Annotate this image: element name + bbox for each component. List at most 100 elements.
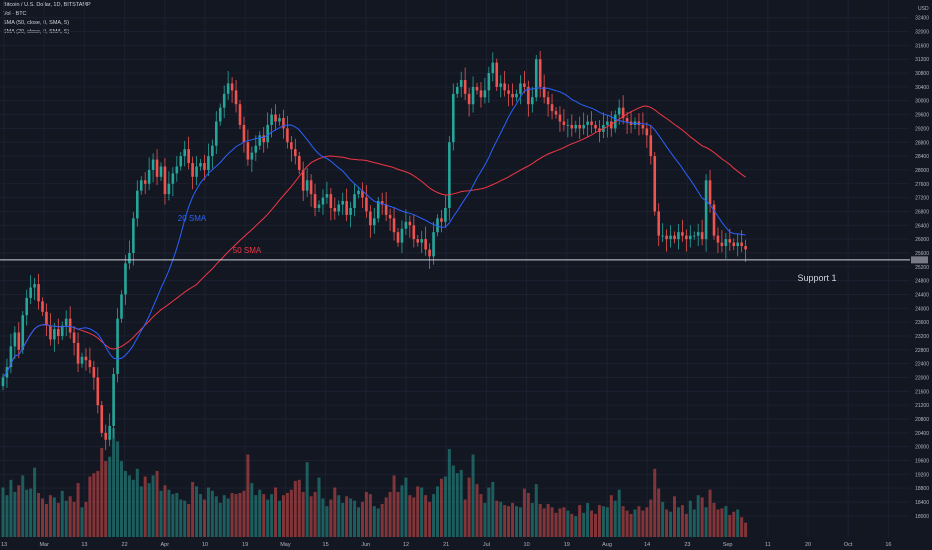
candle-body — [515, 93, 518, 98]
volume-bar — [566, 510, 570, 537]
candle-body — [250, 152, 254, 160]
volume-bar — [88, 476, 92, 537]
volume-bar — [392, 475, 396, 537]
volume-bar — [210, 490, 214, 537]
volume-bar — [692, 509, 696, 537]
candle-body — [357, 190, 360, 195]
volume-legend[interactable]: Vol · BTC — [3, 11, 27, 17]
candle-body — [459, 79, 463, 87]
volume-bar — [100, 447, 104, 537]
volume-bar — [230, 493, 234, 537]
candle-body — [246, 142, 250, 160]
volume-bar — [238, 493, 242, 537]
volume-bar — [744, 522, 748, 537]
volume-bar — [285, 493, 289, 537]
price-tick: 18400 — [915, 500, 929, 506]
volume-bar — [84, 501, 88, 537]
volume-bar — [159, 490, 163, 537]
sma50-annotation: 50 SMA — [233, 246, 262, 255]
price-tick: 30000 — [915, 99, 929, 105]
candle-body — [562, 121, 566, 125]
volume-bar — [487, 487, 491, 537]
price-tick: 19600 — [915, 459, 929, 465]
candle-body — [297, 156, 301, 170]
candle-body — [448, 142, 451, 208]
sma50-legend[interactable]: SMA (50, close, 0, SMA, 5) — [3, 20, 70, 26]
candle-body — [531, 97, 534, 105]
volume-bar — [41, 498, 44, 537]
symbol-title[interactable]: Bitcoin / U.S. Dollar, 1D, BITSTAMP — [3, 2, 91, 8]
volume-bar — [214, 496, 218, 537]
volume-bar — [151, 475, 155, 537]
volume-bar — [92, 473, 96, 537]
date-tick: 19 — [242, 542, 248, 548]
candle-body — [507, 90, 510, 94]
price-tick: 28800 — [915, 140, 929, 146]
price-tick: 22400 — [915, 362, 929, 368]
candle-body — [183, 149, 186, 157]
volume-bar — [191, 482, 195, 537]
candle-body — [685, 235, 688, 240]
currency-label: USD — [918, 6, 929, 12]
price-tick: 26000 — [915, 237, 929, 243]
date-tick: 23 — [684, 542, 690, 548]
candle-body — [139, 180, 143, 191]
volume-bar — [1, 487, 5, 537]
candle-body — [1, 377, 5, 387]
volume-bar — [357, 507, 360, 537]
volume-bar — [60, 490, 64, 537]
candle-body — [321, 197, 325, 205]
candle-body — [487, 73, 491, 91]
price-tick: 32000 — [915, 30, 929, 36]
price-tick: 18000 — [915, 514, 929, 520]
volume-bar — [728, 515, 732, 537]
volume-bar — [475, 484, 479, 537]
volume-bar — [412, 497, 416, 537]
candle-body — [108, 425, 111, 440]
volume-bar — [254, 495, 258, 537]
sma20-annotation: 20 SMA — [178, 214, 207, 223]
volume-bar — [305, 462, 309, 537]
candle-body — [681, 232, 684, 236]
volume-bar — [341, 502, 345, 537]
candle-body — [412, 225, 416, 240]
price-tick: 21600 — [915, 389, 929, 395]
volume-bar — [353, 500, 357, 537]
volume-bar — [420, 487, 424, 537]
volume-bar — [116, 441, 120, 537]
date-tick: Aug — [602, 542, 612, 548]
volume-bar — [684, 513, 688, 537]
candle-body — [625, 118, 629, 122]
volume-bar — [617, 489, 621, 537]
candle-body — [428, 249, 431, 257]
volume-bar — [317, 477, 321, 537]
candle-body — [226, 83, 230, 94]
volume-bar — [9, 479, 13, 537]
candle-body — [301, 169, 305, 191]
candle-body — [590, 121, 593, 125]
time-axis[interactable] — [0, 537, 932, 550]
candle-body — [495, 62, 499, 87]
candle-body — [278, 118, 281, 122]
candle-body — [677, 232, 680, 240]
candle-body — [661, 235, 664, 237]
volume-bar — [321, 498, 325, 537]
volume-bar — [380, 504, 384, 537]
volume-bar — [313, 491, 317, 537]
volume-bar — [633, 509, 637, 537]
candle-body — [452, 93, 455, 143]
volume-bar — [578, 505, 582, 537]
price-tick: 22000 — [915, 375, 929, 381]
volume-bar — [364, 491, 368, 537]
candle-body — [361, 190, 364, 198]
candle-body — [665, 235, 668, 240]
price-tag — [911, 256, 928, 264]
candle-body — [76, 342, 80, 364]
price-axis[interactable] — [910, 0, 932, 550]
volume-bar — [37, 493, 41, 537]
candle-body — [527, 86, 530, 105]
volume-bar — [574, 516, 578, 537]
volume-bar — [443, 476, 447, 537]
volume-bar — [629, 513, 633, 537]
